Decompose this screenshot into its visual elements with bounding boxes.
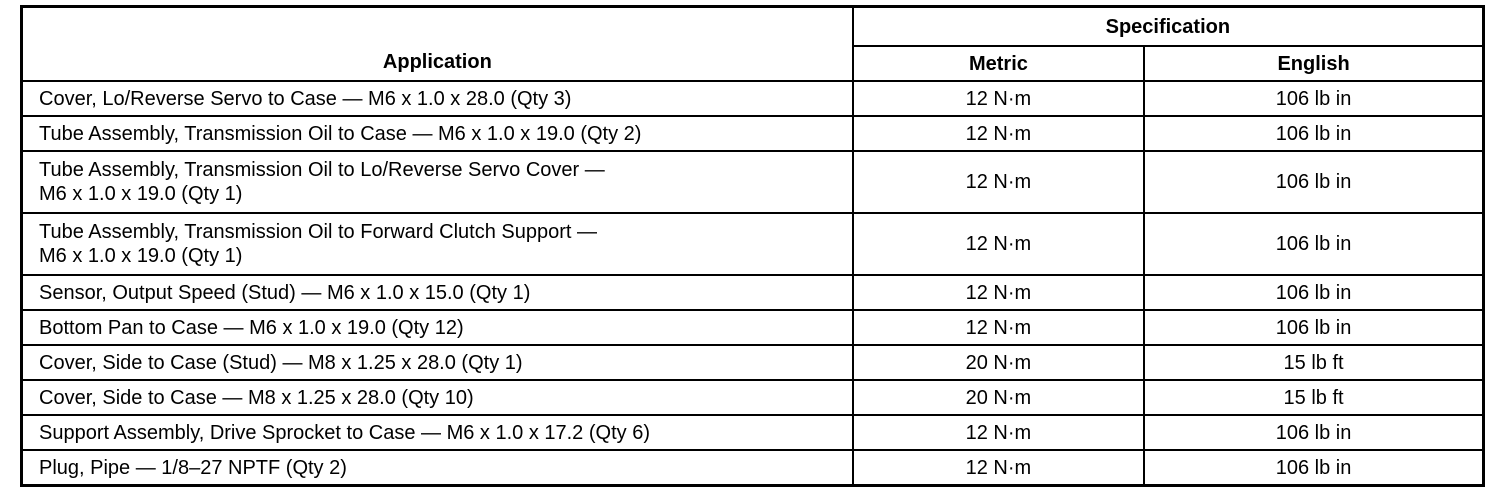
application-text: Bottom Pan to Case — M6 x 1.0 x 19.0 (Qt… — [39, 316, 464, 339]
english-cell: 106 lb in — [1143, 150, 1485, 214]
application-text: Sensor, Output Speed (Stud) — M6 x 1.0 x… — [39, 281, 531, 304]
table-row: Tube Assembly, Transmission Oil to Lo/Re… — [20, 150, 1485, 214]
metric-cell: 12 N·m — [851, 449, 1146, 487]
english-cell: 106 lb in — [1143, 274, 1485, 311]
metric-cell: 12 N·m — [851, 150, 1146, 214]
table-row: Bottom Pan to Case — M6 x 1.0 x 19.0 (Qt… — [20, 309, 1485, 346]
table-row: Tube Assembly, Transmission Oil to Case … — [20, 115, 1485, 152]
torque-spec-table: Application Specification Metric English… — [20, 5, 1485, 487]
table-row: Support Assembly, Drive Sprocket to Case… — [20, 414, 1485, 451]
table-row: Sensor, Output Speed (Stud) — M6 x 1.0 x… — [20, 274, 1485, 311]
metric-cell: 20 N·m — [851, 379, 1146, 416]
application-text: Tube Assembly, Transmission Oil to Lo/Re… — [39, 159, 605, 181]
english-cell: 106 lb in — [1143, 309, 1485, 346]
english-cell: 106 lb in — [1143, 414, 1485, 451]
application-cell: Tube Assembly, Transmission Oil to Case … — [20, 115, 854, 152]
metric-cell: 12 N·m — [851, 115, 1146, 152]
application-cell: Tube Assembly, Transmission Oil to Forwa… — [20, 212, 854, 276]
application-cell: Sensor, Output Speed (Stud) — M6 x 1.0 x… — [20, 274, 854, 311]
metric-cell: 12 N·m — [851, 80, 1146, 117]
table-row: Plug, Pipe — 1/8–27 NPTF (Qty 2) 12 N·m 10… — [20, 449, 1485, 487]
application-cell: Tube Assembly, Transmission Oil to Lo/Re… — [20, 150, 854, 214]
application-cell: Cover, Side to Case (Stud) — M8 x 1.25 x… — [20, 344, 854, 381]
english-cell: 15 lb ft — [1143, 344, 1485, 381]
table-row: Cover, Side to Case (Stud) — M8 x 1.25 x… — [20, 344, 1485, 381]
application-cell: Plug, Pipe — 1/8–27 NPTF (Qty 2) — [20, 449, 854, 487]
english-cell: 106 lb in — [1143, 212, 1485, 276]
application-text: Cover, Side to Case — M8 x 1.25 x 28.0 (… — [39, 386, 474, 409]
application-text: Tube Assembly, Transmission Oil to Case … — [39, 122, 642, 145]
application-text-line2: M6 x 1.0 x 19.0 (Qty 1) — [39, 245, 243, 267]
application-cell: Cover, Lo/Reverse Servo to Case — M6 x 1… — [20, 80, 854, 117]
header-specification: Specification — [851, 5, 1485, 47]
application-text: Cover, Lo/Reverse Servo to Case — M6 x 1… — [39, 87, 572, 110]
table-row: Cover, Lo/Reverse Servo to Case — M6 x 1… — [20, 80, 1485, 117]
metric-cell: 20 N·m — [851, 344, 1146, 381]
application-cell: Support Assembly, Drive Sprocket to Case… — [20, 414, 854, 451]
header-application: Application — [20, 5, 854, 82]
metric-cell: 12 N·m — [851, 212, 1146, 276]
application-text: Support Assembly, Drive Sprocket to Case… — [39, 421, 650, 444]
application-text: Plug, Pipe — 1/8–27 NPTF (Qty 2) — [39, 456, 347, 479]
metric-cell: 12 N·m — [851, 274, 1146, 311]
english-cell: 106 lb in — [1143, 449, 1485, 487]
english-cell: 106 lb in — [1143, 115, 1485, 152]
application-text: Cover, Side to Case (Stud) — M8 x 1.25 x… — [39, 351, 523, 374]
metric-cell: 12 N·m — [851, 309, 1146, 346]
application-cell: Bottom Pan to Case — M6 x 1.0 x 19.0 (Qt… — [20, 309, 854, 346]
application-text: Tube Assembly, Transmission Oil to Forwa… — [39, 221, 597, 243]
header-english: English — [1143, 45, 1485, 82]
header-metric: Metric — [851, 45, 1146, 82]
english-cell: 106 lb in — [1143, 80, 1485, 117]
application-cell: Cover, Side to Case — M8 x 1.25 x 28.0 (… — [20, 379, 854, 416]
english-cell: 15 lb ft — [1143, 379, 1485, 416]
metric-cell: 12 N·m — [851, 414, 1146, 451]
table-row: Cover, Side to Case — M8 x 1.25 x 28.0 (… — [20, 379, 1485, 416]
table-row: Tube Assembly, Transmission Oil to Forwa… — [20, 212, 1485, 276]
application-text-line2: M6 x 1.0 x 19.0 (Qty 1) — [39, 183, 243, 205]
